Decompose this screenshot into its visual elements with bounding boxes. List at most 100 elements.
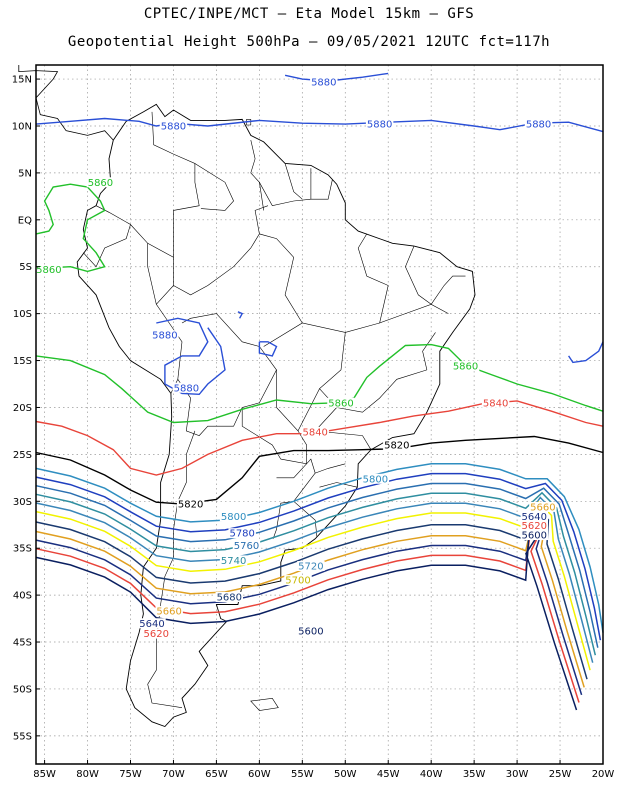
contour-label: 5880 <box>152 331 177 342</box>
lon-tick-label: 65W <box>205 769 228 780</box>
country-border <box>357 233 389 324</box>
contour-label: 5880 <box>174 383 199 394</box>
contour-label: 5660 <box>530 502 555 513</box>
country-border <box>315 463 346 474</box>
contour-5860 <box>35 183 106 273</box>
country-border <box>254 205 269 234</box>
contour-5860 <box>35 343 604 424</box>
contour-5800 <box>35 463 604 633</box>
contour-label: 5800 <box>363 474 388 485</box>
contour-label: 5880 <box>161 121 186 132</box>
contour-label: 5680 <box>217 592 242 603</box>
country-border <box>284 163 303 200</box>
country-border <box>297 388 320 432</box>
lon-tick-label: 50W <box>334 769 357 780</box>
contour-label: 5820 <box>384 440 409 451</box>
contour-label: 5720 <box>298 562 323 573</box>
lon-tick-label: 60W <box>248 769 271 780</box>
contour-5840 <box>35 400 604 476</box>
contour-label: 5860 <box>453 362 478 373</box>
contour-5740 <box>35 491 597 656</box>
lat-tick-label: 5N <box>18 168 32 179</box>
lat-tick-label: 15S <box>13 356 32 367</box>
lon-tick-label: 20W <box>592 769 615 780</box>
contour-5880 <box>35 117 604 133</box>
contour-label: 5700 <box>285 576 310 587</box>
contour-5720 <box>35 496 594 663</box>
lat-tick-label: 5S <box>19 262 32 273</box>
lat-tick-label: EQ <box>18 215 32 226</box>
lat-tick-label: 25S <box>13 450 32 461</box>
island-outline <box>250 697 279 711</box>
lat-tick-label: 55S <box>13 731 32 742</box>
contour-label: 5860 <box>328 398 353 409</box>
country-border <box>259 179 333 207</box>
lat-tick-label: 45S <box>13 638 32 649</box>
lat-tick-label: 15N <box>12 75 32 86</box>
country-border <box>241 369 307 465</box>
longitude-labels: 85W 80W 75W 70W 65W 60W 55W 50W 45W 40W 35W 30W 25W 2… <box>33 760 614 780</box>
lat-tick-label: 10S <box>13 309 32 320</box>
island-outline <box>246 119 252 126</box>
contour-label: 5820 <box>178 500 203 511</box>
central-america-coastline <box>18 65 114 141</box>
contour-label: 5620 <box>144 629 169 640</box>
lat-tick-label: 20S <box>13 403 32 414</box>
contour-label: 5600 <box>522 531 547 542</box>
contour-label: 5620 <box>522 521 547 532</box>
lat-tick-label: 30S <box>13 497 32 508</box>
country-border <box>272 458 316 539</box>
contour-label: 5860 <box>88 178 113 189</box>
contour-5600 <box>35 525 578 711</box>
contour-label: 5840 <box>302 427 327 438</box>
country-border <box>147 430 196 708</box>
contour-5620 <box>35 520 580 703</box>
lon-tick-label: 30W <box>506 769 529 780</box>
contour-label: 5640 <box>522 512 547 523</box>
lat-tick-label: 35S <box>13 544 32 555</box>
contour-label: 5600 <box>298 626 323 637</box>
country-border <box>250 140 264 211</box>
country-border <box>177 313 277 436</box>
lon-tick-label: 80W <box>76 769 99 780</box>
lon-tick-label: 75W <box>119 769 142 780</box>
lon-tick-label: 45W <box>377 769 400 780</box>
lat-tick-label: 40S <box>13 591 32 602</box>
contour-label: 5860 <box>36 265 61 276</box>
country-border <box>422 332 436 370</box>
lon-tick-label: 85W <box>33 769 56 780</box>
country-border <box>194 163 234 211</box>
country-border <box>95 111 200 258</box>
contour-5880 <box>156 317 226 396</box>
map-title-line-1: CPTEC/INPE/MCT – Eta Model 15km – GFS <box>143 6 475 22</box>
contour-label: 5640 <box>139 619 164 630</box>
contour-label: 5660 <box>156 607 181 618</box>
map-frame <box>35 64 604 765</box>
country-border <box>83 224 131 268</box>
lon-tick-label: 25W <box>549 769 572 780</box>
lon-tick-label: 35W <box>463 769 486 780</box>
lon-tick-label: 55W <box>291 769 314 780</box>
contour-5880 <box>568 341 604 364</box>
contour-5880 <box>237 311 244 319</box>
contour-5700 <box>35 500 591 671</box>
contour-label: 5880 <box>311 77 336 88</box>
contour-label: 5880 <box>367 120 392 131</box>
country-border <box>319 482 358 488</box>
contour-lines <box>35 72 604 711</box>
country-border <box>405 245 432 305</box>
contour-label: 5740 <box>221 556 246 567</box>
country-border <box>319 332 427 413</box>
contour-label: 5780 <box>229 529 254 540</box>
contour-labels: 5880 5880 5880 5880 5860 5860 5880 5880 5860 5860… <box>35 76 557 640</box>
contour-5880 <box>258 341 278 357</box>
country-border <box>263 303 449 347</box>
country-border <box>156 257 174 305</box>
contour-label: 5880 <box>526 120 551 131</box>
lon-tick-label: 40W <box>420 769 443 780</box>
contour-5760 <box>35 482 599 648</box>
map-title-line-2: Geopotential Height 500hPa – 09/05/2021 … <box>67 34 551 50</box>
contour-label: 5800 <box>221 512 246 523</box>
latitude-labels: 15N 10N 5N EQ 5S 10S 15S 20S 25S 30S 35S 40S 45S 50S 5… <box>12 75 40 742</box>
